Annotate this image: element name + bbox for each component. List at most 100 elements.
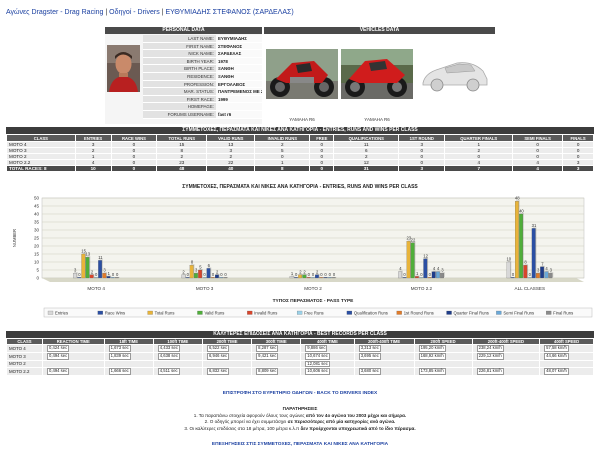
record-cell: 12,081 sec (300, 359, 355, 369)
legend-swatch (97, 310, 103, 315)
class-name-cell: MOTO 3 (6, 351, 43, 361)
legend-swatch (197, 310, 203, 315)
bar (106, 276, 111, 279)
total-cell: 31 (333, 165, 400, 172)
personal-field-value: ΞΑΝΘΗ (216, 65, 262, 73)
y-tick-label: 5 (36, 268, 39, 273)
bar (194, 273, 198, 279)
bar-value-label: 13 (85, 252, 90, 257)
record-value: 4,511 sec (157, 368, 180, 376)
total-cell: 3 (398, 165, 446, 172)
table-row: MOTO 4 3 0 15 13 2 0 11 3 1 0 0 (6, 141, 594, 148)
bar-value-label: 0 (112, 272, 115, 277)
personal-field-value (216, 103, 262, 111)
explanations-link[interactable]: ΕΠΕΞΗΓΗΣΕΙΣ ΣΤΙΣ ΣΥΜΜΕΤΟΧΕΣ, ΠΕΡΑΣΜΑΤΑ Κ… (211, 442, 389, 447)
bar (535, 273, 540, 279)
bar-shadow (416, 275, 420, 277)
record-cell: 48,07 km/h (539, 367, 594, 377)
bar-value-label: 0 (512, 272, 515, 277)
record-cell: 195,20 km/h (413, 344, 473, 353)
bar (298, 274, 302, 279)
bar (410, 242, 415, 279)
bar-value-label: 6 (208, 263, 211, 268)
note-3-emphasis: δεν προέρχονται υποχρεωτικά από το ίδιο … (300, 425, 416, 431)
x-category-label: MOTO 2 (304, 286, 322, 291)
record-cell: 44,66 km/h (539, 351, 594, 361)
record-cell: 9,886 sec (300, 344, 355, 353)
total-cell: 10 (74, 165, 112, 172)
bar (189, 265, 194, 279)
record-cell: 6,946 sec (201, 351, 253, 361)
total-cell: 3 (562, 165, 594, 172)
bar (402, 277, 407, 279)
bar (319, 277, 323, 279)
bar-value-label: 3 (195, 268, 198, 273)
back-to-drivers-link[interactable]: ΕΠΙΣΤΡΟΦΗ ΣΤΟ ΕΥΡΕΤΗΡΙΟ ΟΔΗΓΩΝ - BACK TO… (222, 391, 378, 396)
stats-column-header: 1ST ROUND (398, 134, 446, 142)
personal-field-row: HOMEPAGE: (143, 103, 262, 111)
breadcrumb-separator: | (105, 9, 108, 16)
legend-entry: Race Wins (105, 310, 125, 315)
bar (406, 241, 411, 279)
bar-value-label: 0 (529, 272, 532, 277)
personal-field-row: RESIDENCE: ΞΑΝΘΗ (143, 72, 262, 81)
vehicle-caption-2: YAMAHA R6 (364, 117, 390, 122)
bar-value-label: 31 (532, 223, 537, 228)
record-value: 6,832 sec (206, 368, 230, 376)
bar-value-label: 10 (506, 257, 511, 262)
driver-photo (107, 45, 140, 92)
bar-value-label: 12 (423, 253, 428, 258)
total-cell: 7 (444, 165, 514, 172)
stats-column-header: INVALID RUNS (254, 134, 311, 142)
bar-shadow (224, 277, 229, 278)
bar-shadow (332, 277, 337, 278)
personal-field-row: NICK NAME: ΣΑΡΔΕΛΑΣ (143, 50, 262, 58)
total-cell: 0 (110, 165, 158, 172)
record-value: 10,606 sec (305, 368, 330, 376)
record-value: 1,673 sec (108, 345, 131, 352)
bar-value-label: 8 (524, 260, 527, 265)
breadcrumb-drivers-link[interactable]: Οδηγοί - Drivers (109, 9, 160, 16)
bar-shadow (220, 277, 224, 278)
record-cell (353, 359, 415, 369)
record-value: 3,695 sec (358, 352, 381, 360)
bar-value-label: 2 (91, 269, 94, 274)
record-value: 12,081 sec (305, 360, 330, 368)
legend-swatch (296, 310, 303, 315)
record-cell: 8,809 sec (251, 367, 302, 377)
personal-field-value: ΣΑΡΔΕΛΑΣ (216, 50, 262, 58)
y-tick-label: 10 (34, 260, 40, 265)
legend-swatch (247, 310, 253, 315)
table-row: MOTO 4 0,424 sec 1,673 sec 4,433 sec 6,522 s… (6, 344, 594, 353)
bar-value-label: 1 (416, 271, 419, 276)
entries-runs-wins-table: ΣΥΜΜΕΤΟΧΕΣ, ΠΕΡΑΣΜΑΤΑ ΚΑΙ ΝΙΚΕΣ ΑΝΑ ΚΑΤΗ… (6, 127, 594, 172)
bar-value-label: 0 (403, 272, 406, 277)
bar-value-label: 0 (220, 272, 223, 277)
total-cell: 0 (309, 165, 335, 172)
bar (327, 277, 332, 279)
bar-value-label: 0 (320, 272, 323, 277)
record-cell: 4,433 sec (152, 344, 203, 353)
record-cell: 229,12 km/h (471, 351, 541, 361)
bar-value-label: 11 (98, 255, 103, 260)
personal-field-label: BIRTH PLACE: (143, 65, 216, 73)
bar (523, 265, 528, 279)
legend-swatch (396, 310, 402, 315)
stats-column-header: FINALS (562, 134, 594, 142)
personal-field-label: MAR. STATUS: (143, 88, 216, 96)
breadcrumb-home-link[interactable]: Αγώνες Dragster - Drag Racing (6, 9, 104, 16)
note-1-emphasis: από τον 4ο αγώνα του 2003 μέχρι και σήμε… (305, 412, 407, 418)
vehicles-data-panel: VEHICLES DATA (264, 27, 495, 124)
bar-shadow (307, 277, 312, 278)
record-cell: 168,92 km/h (413, 351, 473, 361)
personal-field-row: FIRST RACE: 1999 (143, 95, 262, 104)
record-cell: 4,638 sec (152, 351, 203, 361)
stats-column-header: RACE WINS (110, 134, 158, 142)
record-value: 10,674 sec (305, 352, 330, 360)
legend-entry: Qualification Runs (354, 310, 388, 315)
bar-value-label: 15 (81, 249, 86, 254)
personal-field-value: ΕΡΓΟΛΑΒΟΣ (216, 80, 262, 89)
note-3-text: 3. Οι καλύτερες επιδόσεις στα 18 μέτρα, … (184, 425, 301, 431)
personal-field-row: BIRTH YEAR: 1978 (143, 57, 262, 66)
personal-field-row: MAR. STATUS:ΠΑΝΤΡΕΜΕΝΟΣ ΜΕ 2 ΠΑΙΔΙΑ (143, 88, 262, 96)
